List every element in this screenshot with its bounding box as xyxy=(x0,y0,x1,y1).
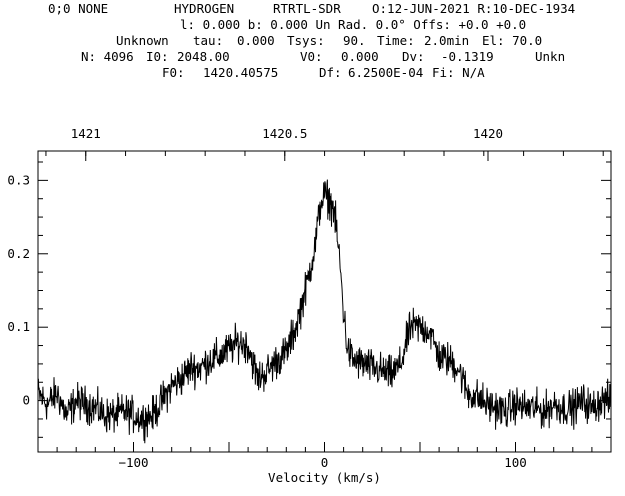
spectrum-line xyxy=(37,179,612,444)
f0-label: F0: xyxy=(162,65,185,80)
header-row-2: l: 0.000 b: 0.000 Un Rad. 0.0° Offs: +0.… xyxy=(0,17,625,33)
df-label: Df: xyxy=(319,65,342,80)
top-tick-label: 1420.5 xyxy=(262,126,307,141)
time-value: 2.0min xyxy=(424,33,470,48)
n-label: N: 4096 xyxy=(81,49,134,64)
dv-value: -0.1319 xyxy=(441,49,494,64)
df-value: 6.2500E-04 xyxy=(348,65,424,80)
x-tick-label: 100 xyxy=(504,455,527,470)
header-row-5: F0: 1420.40575 Df: 6.2500E-04 Fi: N/A xyxy=(0,65,625,81)
f0-value: 1420.40575 xyxy=(203,65,279,80)
y-tick-label: 0.2 xyxy=(7,246,30,261)
dates-label: O:12-JUN-2021 R:10-DEC-1934 xyxy=(372,1,576,16)
i0-value: 2048.00 xyxy=(177,49,230,64)
tsys-value: 90. xyxy=(343,33,366,48)
top-tick-label: 1421 xyxy=(71,126,101,141)
y-tick-label: 0 xyxy=(22,393,30,408)
elevation-label: El: 70.0 xyxy=(482,33,543,48)
header-row-3: Unknown tau: 0.000 Tsys: 90. Time: 2.0mi… xyxy=(0,33,625,49)
dv-label: Dv: xyxy=(402,49,425,64)
x-tick-label: −100 xyxy=(118,455,148,470)
header-row-4: N: 4096 I0: 2048.00 V0: 0.000 Dv: -0.131… xyxy=(0,49,625,65)
time-label: Time: xyxy=(377,33,415,48)
source-label: 0;0 NONE xyxy=(48,1,109,16)
tsys-label: Tsys: xyxy=(287,33,325,48)
unknown-label: Unknown xyxy=(116,33,169,48)
y-tick-label: 0.3 xyxy=(7,172,30,187)
tau-value: 0.000 xyxy=(237,33,275,48)
telescope-label: RTRTL-SDR xyxy=(273,1,341,16)
x-axis-title: Velocity (km/s) xyxy=(268,470,381,485)
x-tick-label: 0 xyxy=(321,455,329,470)
i0-label: I0: xyxy=(146,49,169,64)
y-tick-label: 0.1 xyxy=(7,319,30,334)
coords-label: l: 0.000 b: 0.000 Un Rad. 0.0° Offs: +0.… xyxy=(180,17,527,32)
unkn-label: Unkn xyxy=(535,49,566,64)
v0-label: V0: xyxy=(300,49,323,64)
header-row-1: 0;0 NONE HYDROGEN RTRTL-SDR O:12-JUN-202… xyxy=(0,1,625,17)
v0-value: 0.000 xyxy=(341,49,379,64)
tau-label: tau: xyxy=(193,33,224,48)
fi-label: Fi: N/A xyxy=(432,65,485,80)
top-tick-label: 1420 xyxy=(473,126,503,141)
line-label: HYDROGEN xyxy=(174,1,235,16)
